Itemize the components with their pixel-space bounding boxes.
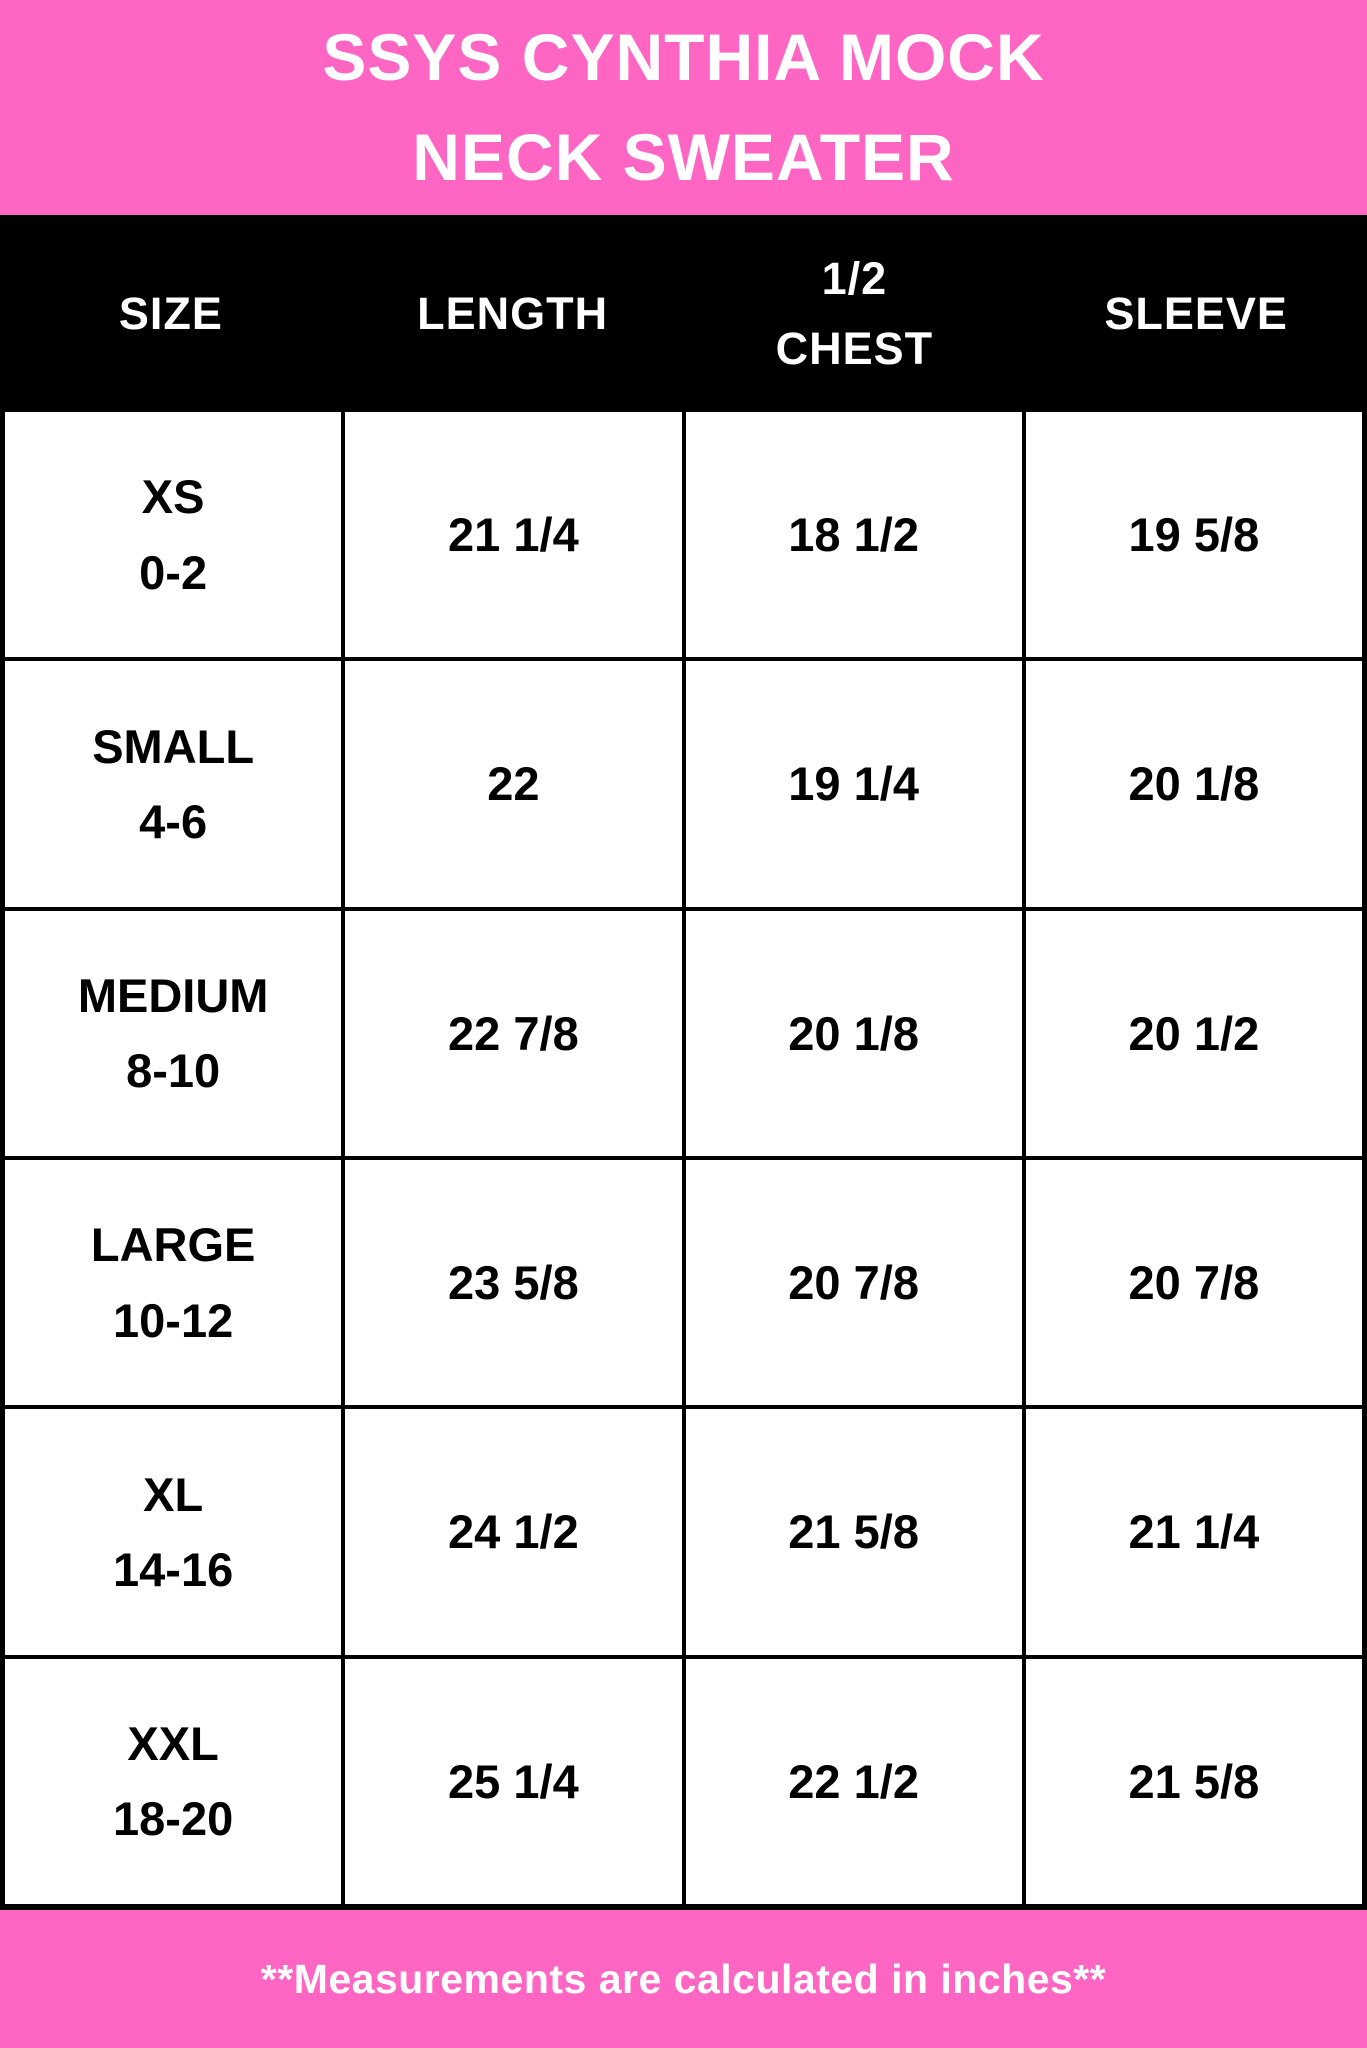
table-header-row: SIZE LENGTH 1/2 CHEST SLEEVE <box>0 215 1367 412</box>
length-value: 22 <box>487 757 540 811</box>
chart-title: SSYS CYNTHIA MOCK NECK SWEATER <box>0 0 1367 215</box>
sleeve-cell: 19 5/8 <box>1025 412 1362 658</box>
half-chest-cell: 22 1/2 <box>685 1658 1022 1904</box>
half-chest-cell: 18 1/2 <box>685 412 1022 658</box>
table-body: XS 0-2 21 1/4 18 1/2 19 5/8 SMALL 4-6 22… <box>0 412 1367 1910</box>
footer-note-text: **Measurements are calculated in inches*… <box>260 1955 1107 2002</box>
length-cell: 23 5/8 <box>345 1159 682 1406</box>
size-label: XXL <box>127 1717 219 1771</box>
column-header-sleeve: SLEEVE <box>1025 279 1367 349</box>
sleeve-cell: 21 1/4 <box>1025 1409 1362 1655</box>
footer-note: **Measurements are calculated in inches*… <box>0 1910 1367 2048</box>
sleeve-cell: 20 7/8 <box>1025 1159 1362 1406</box>
sleeve-cell: 21 5/8 <box>1025 1658 1362 1904</box>
half-chest-cell: 19 1/4 <box>685 661 1022 907</box>
column-header-length: LENGTH <box>342 279 684 349</box>
length-cell: 22 7/8 <box>345 910 682 1156</box>
column-header-half-chest-label-line2: CHEST <box>775 322 934 374</box>
length-cell: 25 1/4 <box>345 1658 682 1904</box>
half-chest-cell: 21 5/8 <box>685 1409 1022 1655</box>
sleeve-value: 21 5/8 <box>1128 1754 1260 1808</box>
column-header-size: SIZE <box>0 279 342 349</box>
half-chest-cell: 20 7/8 <box>685 1159 1022 1406</box>
size-range: 8-10 <box>126 1044 221 1098</box>
column-header-length-label: LENGTH <box>417 287 609 339</box>
size-cell: MEDIUM 8-10 <box>5 910 342 1156</box>
length-cell: 24 1/2 <box>345 1409 682 1655</box>
size-cell: XL 14-16 <box>5 1409 342 1655</box>
half-chest-cell: 20 1/8 <box>685 910 1022 1156</box>
column-header-size-label: SIZE <box>118 287 223 339</box>
sleeve-cell: 20 1/2 <box>1025 910 1362 1156</box>
length-value: 24 1/2 <box>448 1505 579 1559</box>
sleeve-value: 20 7/8 <box>1128 1256 1260 1310</box>
sleeve-value: 19 5/8 <box>1128 508 1260 562</box>
half-chest-value: 20 1/8 <box>788 1006 919 1060</box>
size-label: XS <box>141 470 205 524</box>
sleeve-value: 20 1/2 <box>1128 1006 1260 1060</box>
size-range: 18-20 <box>113 1792 234 1846</box>
size-range: 14-16 <box>113 1542 234 1596</box>
size-label: MEDIUM <box>77 969 269 1023</box>
length-value: 21 1/4 <box>448 508 579 562</box>
half-chest-value: 22 1/2 <box>788 1754 919 1808</box>
length-value: 22 7/8 <box>448 1006 579 1060</box>
length-value: 23 5/8 <box>448 1256 579 1310</box>
size-label: XL <box>143 1467 204 1521</box>
size-range: 0-2 <box>139 545 208 599</box>
title-line-2: NECK SWEATER <box>412 119 955 194</box>
half-chest-value: 19 1/4 <box>788 757 919 811</box>
column-header-sleeve-label: SLEEVE <box>1104 287 1288 339</box>
title-line-1: SSYS CYNTHIA MOCK <box>322 19 1045 94</box>
column-header-half-chest-label-line1: 1/2 <box>821 252 888 304</box>
size-label: LARGE <box>90 1218 256 1272</box>
size-range: 4-6 <box>139 794 208 848</box>
size-cell: XS 0-2 <box>5 412 342 658</box>
column-header-half-chest: 1/2 CHEST <box>684 244 1026 384</box>
size-cell: XXL 18-20 <box>5 1658 342 1904</box>
length-value: 25 1/4 <box>448 1754 579 1808</box>
size-label: SMALL <box>92 719 255 773</box>
size-range: 10-12 <box>113 1293 234 1347</box>
sleeve-value: 20 1/8 <box>1128 757 1260 811</box>
half-chest-value: 18 1/2 <box>788 508 919 562</box>
size-cell: SMALL 4-6 <box>5 661 342 907</box>
length-cell: 22 <box>345 661 682 907</box>
half-chest-value: 21 5/8 <box>788 1505 919 1559</box>
sleeve-cell: 20 1/8 <box>1025 661 1362 907</box>
sleeve-value: 21 1/4 <box>1128 1505 1260 1559</box>
size-cell: LARGE 10-12 <box>5 1159 342 1406</box>
length-cell: 21 1/4 <box>345 412 682 658</box>
half-chest-value: 20 7/8 <box>788 1256 919 1310</box>
